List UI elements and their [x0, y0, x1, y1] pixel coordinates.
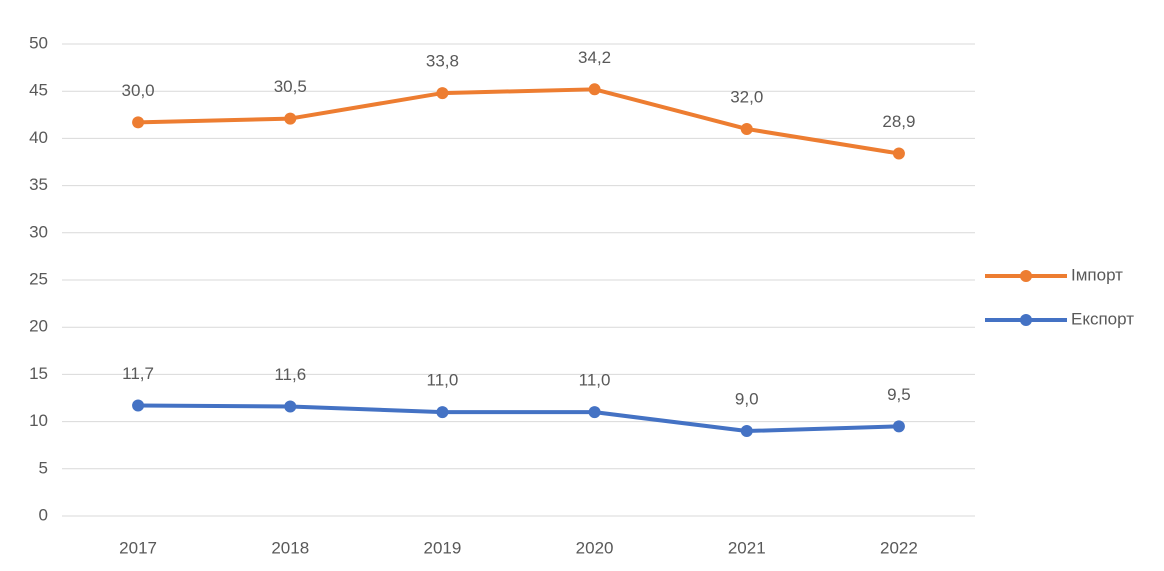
data-label: 9,5 — [887, 385, 911, 404]
legend-label: Експорт — [1071, 309, 1134, 328]
data-label: 28,9 — [882, 112, 915, 131]
data-label: 30,0 — [122, 81, 155, 100]
x-tick-label: 2021 — [728, 538, 766, 557]
x-tick-label: 2019 — [424, 538, 462, 557]
legend-label: Імпорт — [1071, 265, 1123, 284]
data-point — [740, 122, 753, 135]
y-tick-label: 25 — [29, 269, 48, 288]
y-tick-label: 15 — [29, 364, 48, 383]
data-point — [588, 406, 601, 419]
series-line — [138, 403, 899, 434]
y-tick-label: 10 — [29, 411, 48, 430]
data-label: 34,2 — [578, 48, 611, 67]
data-point — [284, 400, 297, 413]
data-label: 9,0 — [735, 390, 759, 409]
data-point — [132, 399, 145, 412]
legend-marker — [1020, 270, 1032, 282]
series-line — [138, 87, 900, 156]
x-tick-label: 2017 — [119, 538, 157, 557]
y-tick-label: 5 — [39, 458, 48, 477]
y-tick-label: 20 — [29, 317, 48, 336]
data-label: 11,6 — [274, 365, 306, 384]
y-tick-label: 30 — [29, 222, 48, 241]
x-tick-label: 2020 — [576, 538, 614, 557]
data-label: 11,0 — [579, 371, 611, 390]
data-label: 32,0 — [730, 87, 763, 106]
data-point — [740, 425, 753, 438]
data-point — [436, 406, 449, 419]
data-label: 11,7 — [122, 364, 154, 383]
data-point — [892, 147, 905, 160]
legend-marker — [1020, 314, 1032, 326]
y-tick-label: 40 — [29, 128, 48, 147]
y-tick-label: 35 — [29, 175, 48, 194]
data-label: 11,0 — [427, 371, 459, 390]
data-point — [892, 420, 905, 433]
y-tick-label: 0 — [39, 505, 48, 524]
x-tick-label: 2018 — [271, 538, 309, 557]
y-tick-label: 50 — [29, 33, 48, 52]
data-point — [436, 87, 449, 100]
y-tick-label: 45 — [29, 81, 48, 100]
data-label: 30,5 — [274, 77, 307, 96]
data-point — [132, 116, 145, 129]
data-point — [588, 83, 601, 96]
data-point — [284, 112, 297, 125]
data-label: 33,8 — [426, 52, 459, 71]
x-tick-label: 2022 — [880, 538, 918, 557]
